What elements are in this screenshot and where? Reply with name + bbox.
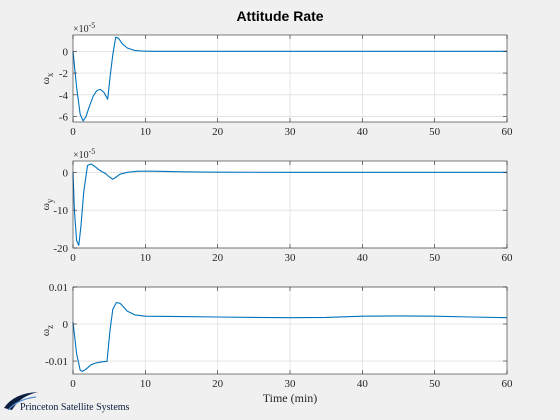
x-tick-label: 60 bbox=[502, 378, 514, 390]
x-tick-label: 60 bbox=[502, 252, 514, 264]
y-axis-label-subscript: y bbox=[45, 198, 55, 203]
figure-title: Attitude Rate bbox=[236, 8, 323, 24]
x-tick-label: 50 bbox=[429, 252, 441, 264]
y-tick-label: -6 bbox=[59, 112, 69, 124]
y-axis-label: ωx bbox=[40, 72, 55, 84]
x-tick-label: 50 bbox=[429, 126, 441, 138]
subplot-omega-y: 0 10 20 30 40 50 600-10-20×10-5ωy bbox=[40, 147, 513, 264]
y-exponent-power: -5 bbox=[89, 21, 96, 30]
x-tick-label: 20 bbox=[212, 126, 224, 138]
y-tick-label: 0 bbox=[63, 46, 69, 58]
y-axis-label-subscript: z bbox=[45, 325, 55, 329]
y-exponent-power: -5 bbox=[89, 147, 96, 156]
x-tick-label: 10 bbox=[140, 126, 152, 138]
y-tick-label: 0 bbox=[63, 167, 69, 179]
x-tick-label: 20 bbox=[212, 378, 224, 390]
x-tick-label: 40 bbox=[357, 252, 369, 264]
subplot-omega-x: 0 10 20 30 40 50 60 0 -2 -4 -6 ×10-5 ωx bbox=[40, 21, 513, 138]
y-exponent-label: ×10-5 bbox=[73, 21, 95, 35]
logo-text: Princeton Satellite Systems bbox=[20, 402, 130, 413]
series-line bbox=[72, 301, 508, 372]
y-tick-label: -4 bbox=[59, 90, 69, 102]
x-tick-label: 10 bbox=[140, 378, 152, 390]
x-tick-label: 40 bbox=[357, 378, 369, 390]
y-tick-label: -20 bbox=[53, 243, 68, 255]
y-tick-label: -10 bbox=[53, 205, 68, 217]
x-tick-label: 50 bbox=[429, 378, 441, 390]
x-tick-label: 30 bbox=[285, 252, 297, 264]
x-tick-label: 40 bbox=[357, 126, 369, 138]
x-axis-label: Time (min) bbox=[263, 391, 318, 405]
series-line bbox=[72, 163, 507, 246]
y-tick-label: 0.01 bbox=[49, 282, 68, 294]
series-line bbox=[72, 36, 507, 122]
x-tick-label: 30 bbox=[285, 378, 297, 390]
x-tick-label: 20 bbox=[212, 252, 224, 264]
y-tick-label: -0.01 bbox=[45, 356, 68, 368]
x-tick-label: 60 bbox=[502, 126, 514, 138]
company-logo: Princeton Satellite Systems bbox=[4, 392, 130, 413]
y-tick-label: 0 bbox=[63, 319, 69, 331]
x-tick-label: 10 bbox=[140, 252, 152, 264]
x-tick-label: 0 bbox=[70, 252, 76, 264]
y-axis-label-subscript: x bbox=[45, 72, 55, 77]
x-tick-label: 0 bbox=[70, 378, 76, 390]
y-tick-label: -2 bbox=[59, 68, 68, 80]
x-tick-label: 0 bbox=[70, 126, 76, 138]
y-exponent-label: ×10-5 bbox=[73, 147, 95, 161]
x-tick-label: 30 bbox=[285, 126, 297, 138]
y-axis-label: ωz bbox=[40, 325, 55, 336]
